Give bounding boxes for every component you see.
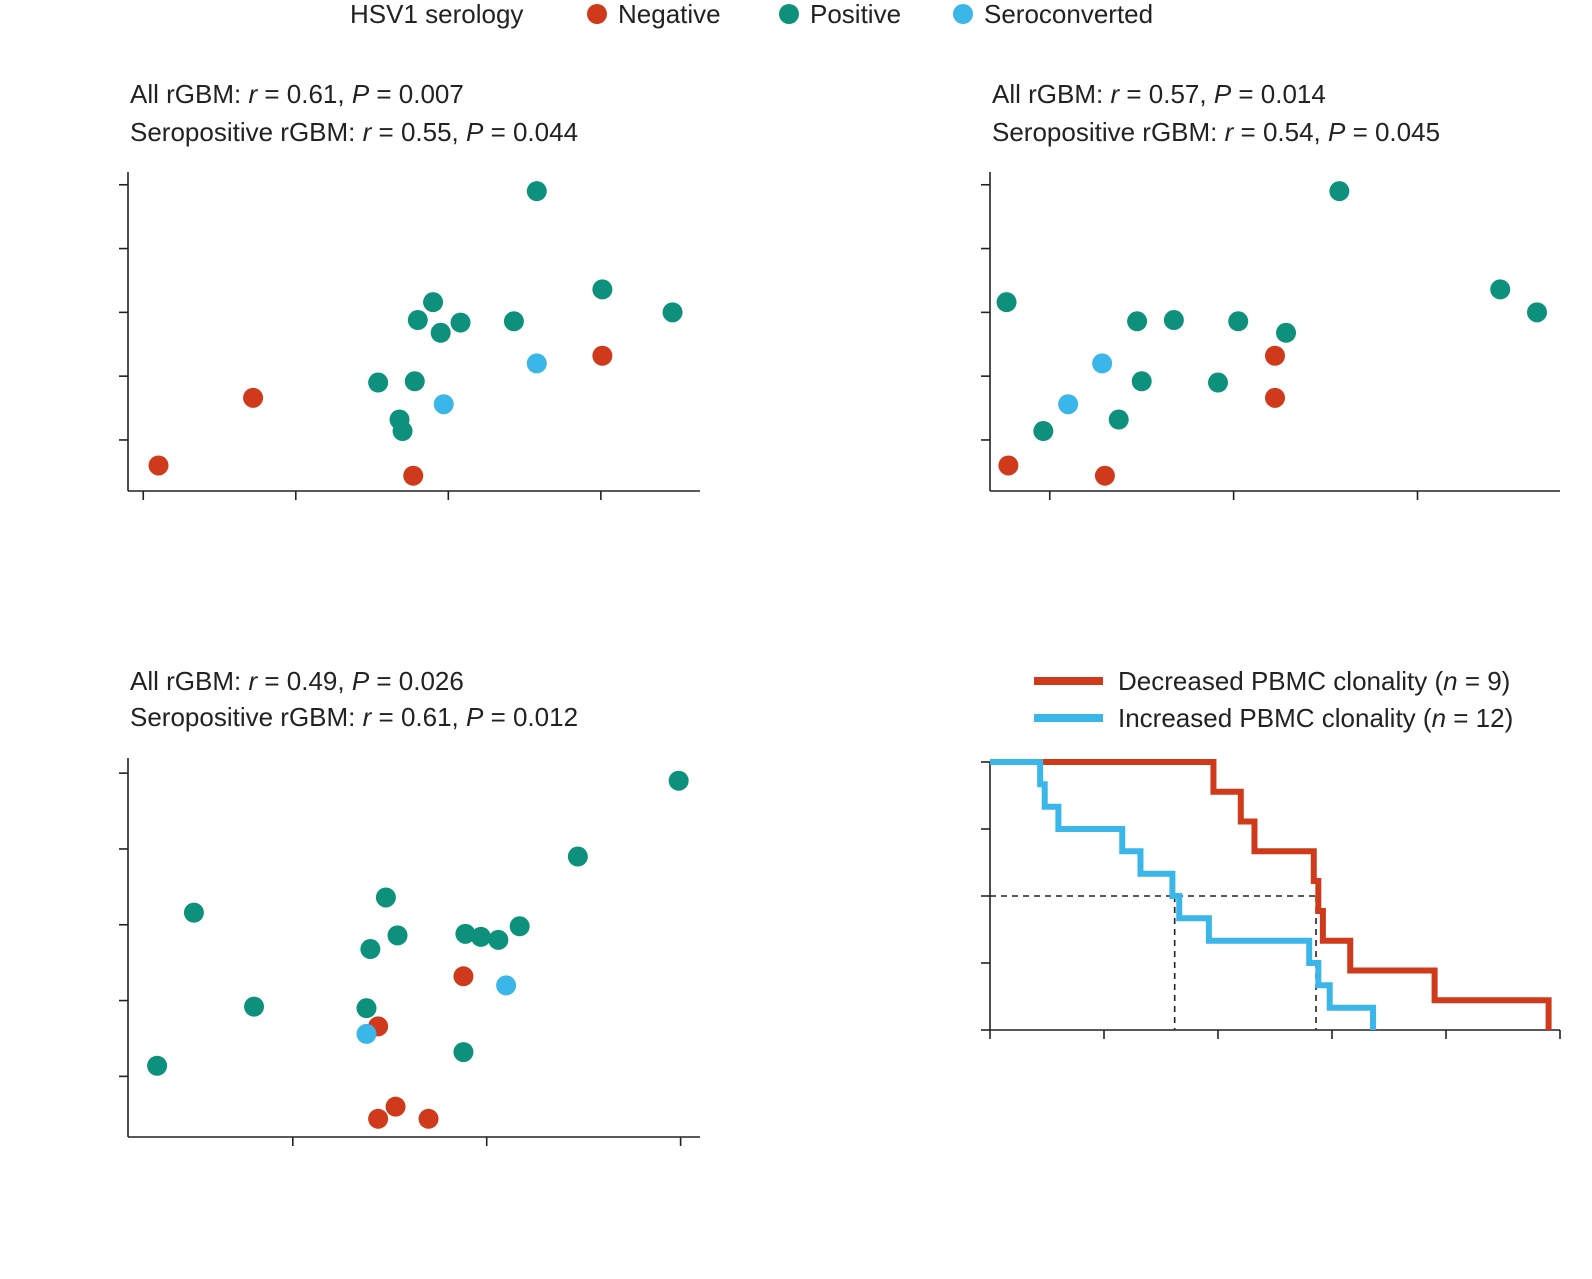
data-point-negative [368,1108,389,1129]
data-point-negative [148,455,169,476]
data-point-positive [244,996,265,1017]
data-point-positive [567,846,588,867]
panel-d: Decreased PBMC clonality (n = 9) Increase… [981,666,1561,1039]
data-point-positive [470,926,491,947]
data-point-positive [668,770,689,791]
data-point-seroconverted [526,353,547,374]
data-point-seroconverted [1058,394,1079,415]
data-point-negative [418,1108,439,1129]
data-point-positive [1127,311,1148,332]
km-legend-label: Decreased PBMC clonality (n = 9) [1118,666,1510,696]
km-curve [990,759,1377,1030]
serology-legend: HSV1 serology Negative Positive Seroconv… [350,0,1153,29]
data-point-negative [243,387,264,408]
legend-label-negative: Negative [618,0,721,29]
data-point-positive [407,310,428,331]
data-point-positive [662,302,683,323]
data-point-positive [996,292,1017,313]
legend-marker-negative [587,4,607,24]
stats-line: All rGBM: r = 0.49, P = 0.026 [130,666,464,696]
data-point-seroconverted [496,975,517,996]
panel-b: All rGBM: r = 0.57, P = 0.014 Seropositiv… [981,79,1560,500]
data-point-positive [368,372,389,393]
data-point-positive [360,939,381,960]
data-point-positive [147,1055,168,1076]
legend-marker-seroconverted [953,4,973,24]
legend-title: HSV1 serology [350,0,523,29]
data-point-positive [1329,181,1350,202]
stats-line: Seropositive rGBM: r = 0.54, P = 0.045 [992,117,1440,147]
panel-c: All rGBM: r = 0.49, P = 0.026 Seropositiv… [119,666,700,1146]
data-point-seroconverted [356,1023,377,1044]
legend-marker-positive [779,4,799,24]
data-point-positive [1228,311,1249,332]
km-legend-label: Increased PBMC clonality (n = 12) [1118,703,1513,733]
data-point-positive [1527,302,1548,323]
stats-line: All rGBM: r = 0.61, P = 0.007 [130,79,464,109]
data-point-negative [998,455,1019,476]
data-point-negative [403,465,424,486]
data-point-positive [526,181,547,202]
data-point-positive [1208,372,1228,393]
data-point-positive [375,887,396,908]
stats-line: All rGBM: r = 0.57, P = 0.014 [992,79,1326,109]
panel-a: All rGBM: r = 0.61, P = 0.007 Seropositiv… [119,79,700,500]
data-point-positive [1108,409,1129,430]
data-point-negative [1265,387,1285,408]
data-point-positive [1276,322,1297,343]
data-point-positive [488,929,509,950]
data-point-seroconverted [433,394,454,415]
data-point-negative [385,1096,406,1117]
data-point-negative [592,345,613,366]
data-point-positive [450,312,471,333]
data-point-positive [183,902,204,923]
data-point-positive [356,998,377,1019]
stats-line: Seropositive rGBM: r = 0.55, P = 0.044 [130,117,578,147]
legend-label-seroconverted: Seroconverted [984,0,1153,29]
data-point-positive [430,322,451,343]
data-point-positive [404,371,425,392]
data-point-positive [387,925,408,946]
data-point-positive [509,916,530,937]
data-point-positive [592,279,613,300]
data-point-positive [503,311,524,332]
legend-label-positive: Positive [810,0,901,29]
data-point-negative [453,966,474,987]
data-point-positive [392,421,413,442]
data-point-negative [1265,345,1285,366]
data-point-positive [1163,310,1184,331]
data-point-negative [1094,465,1115,486]
data-point-positive [1033,421,1054,442]
data-point-positive [1490,279,1511,300]
data-point-positive [455,923,476,944]
data-point-positive [453,1042,474,1063]
km-curve [990,759,1552,1030]
data-point-seroconverted [1092,353,1113,374]
data-point-positive [423,292,444,313]
stats-line: Seropositive rGBM: r = 0.61, P = 0.012 [130,702,578,732]
data-point-positive [1131,371,1152,392]
